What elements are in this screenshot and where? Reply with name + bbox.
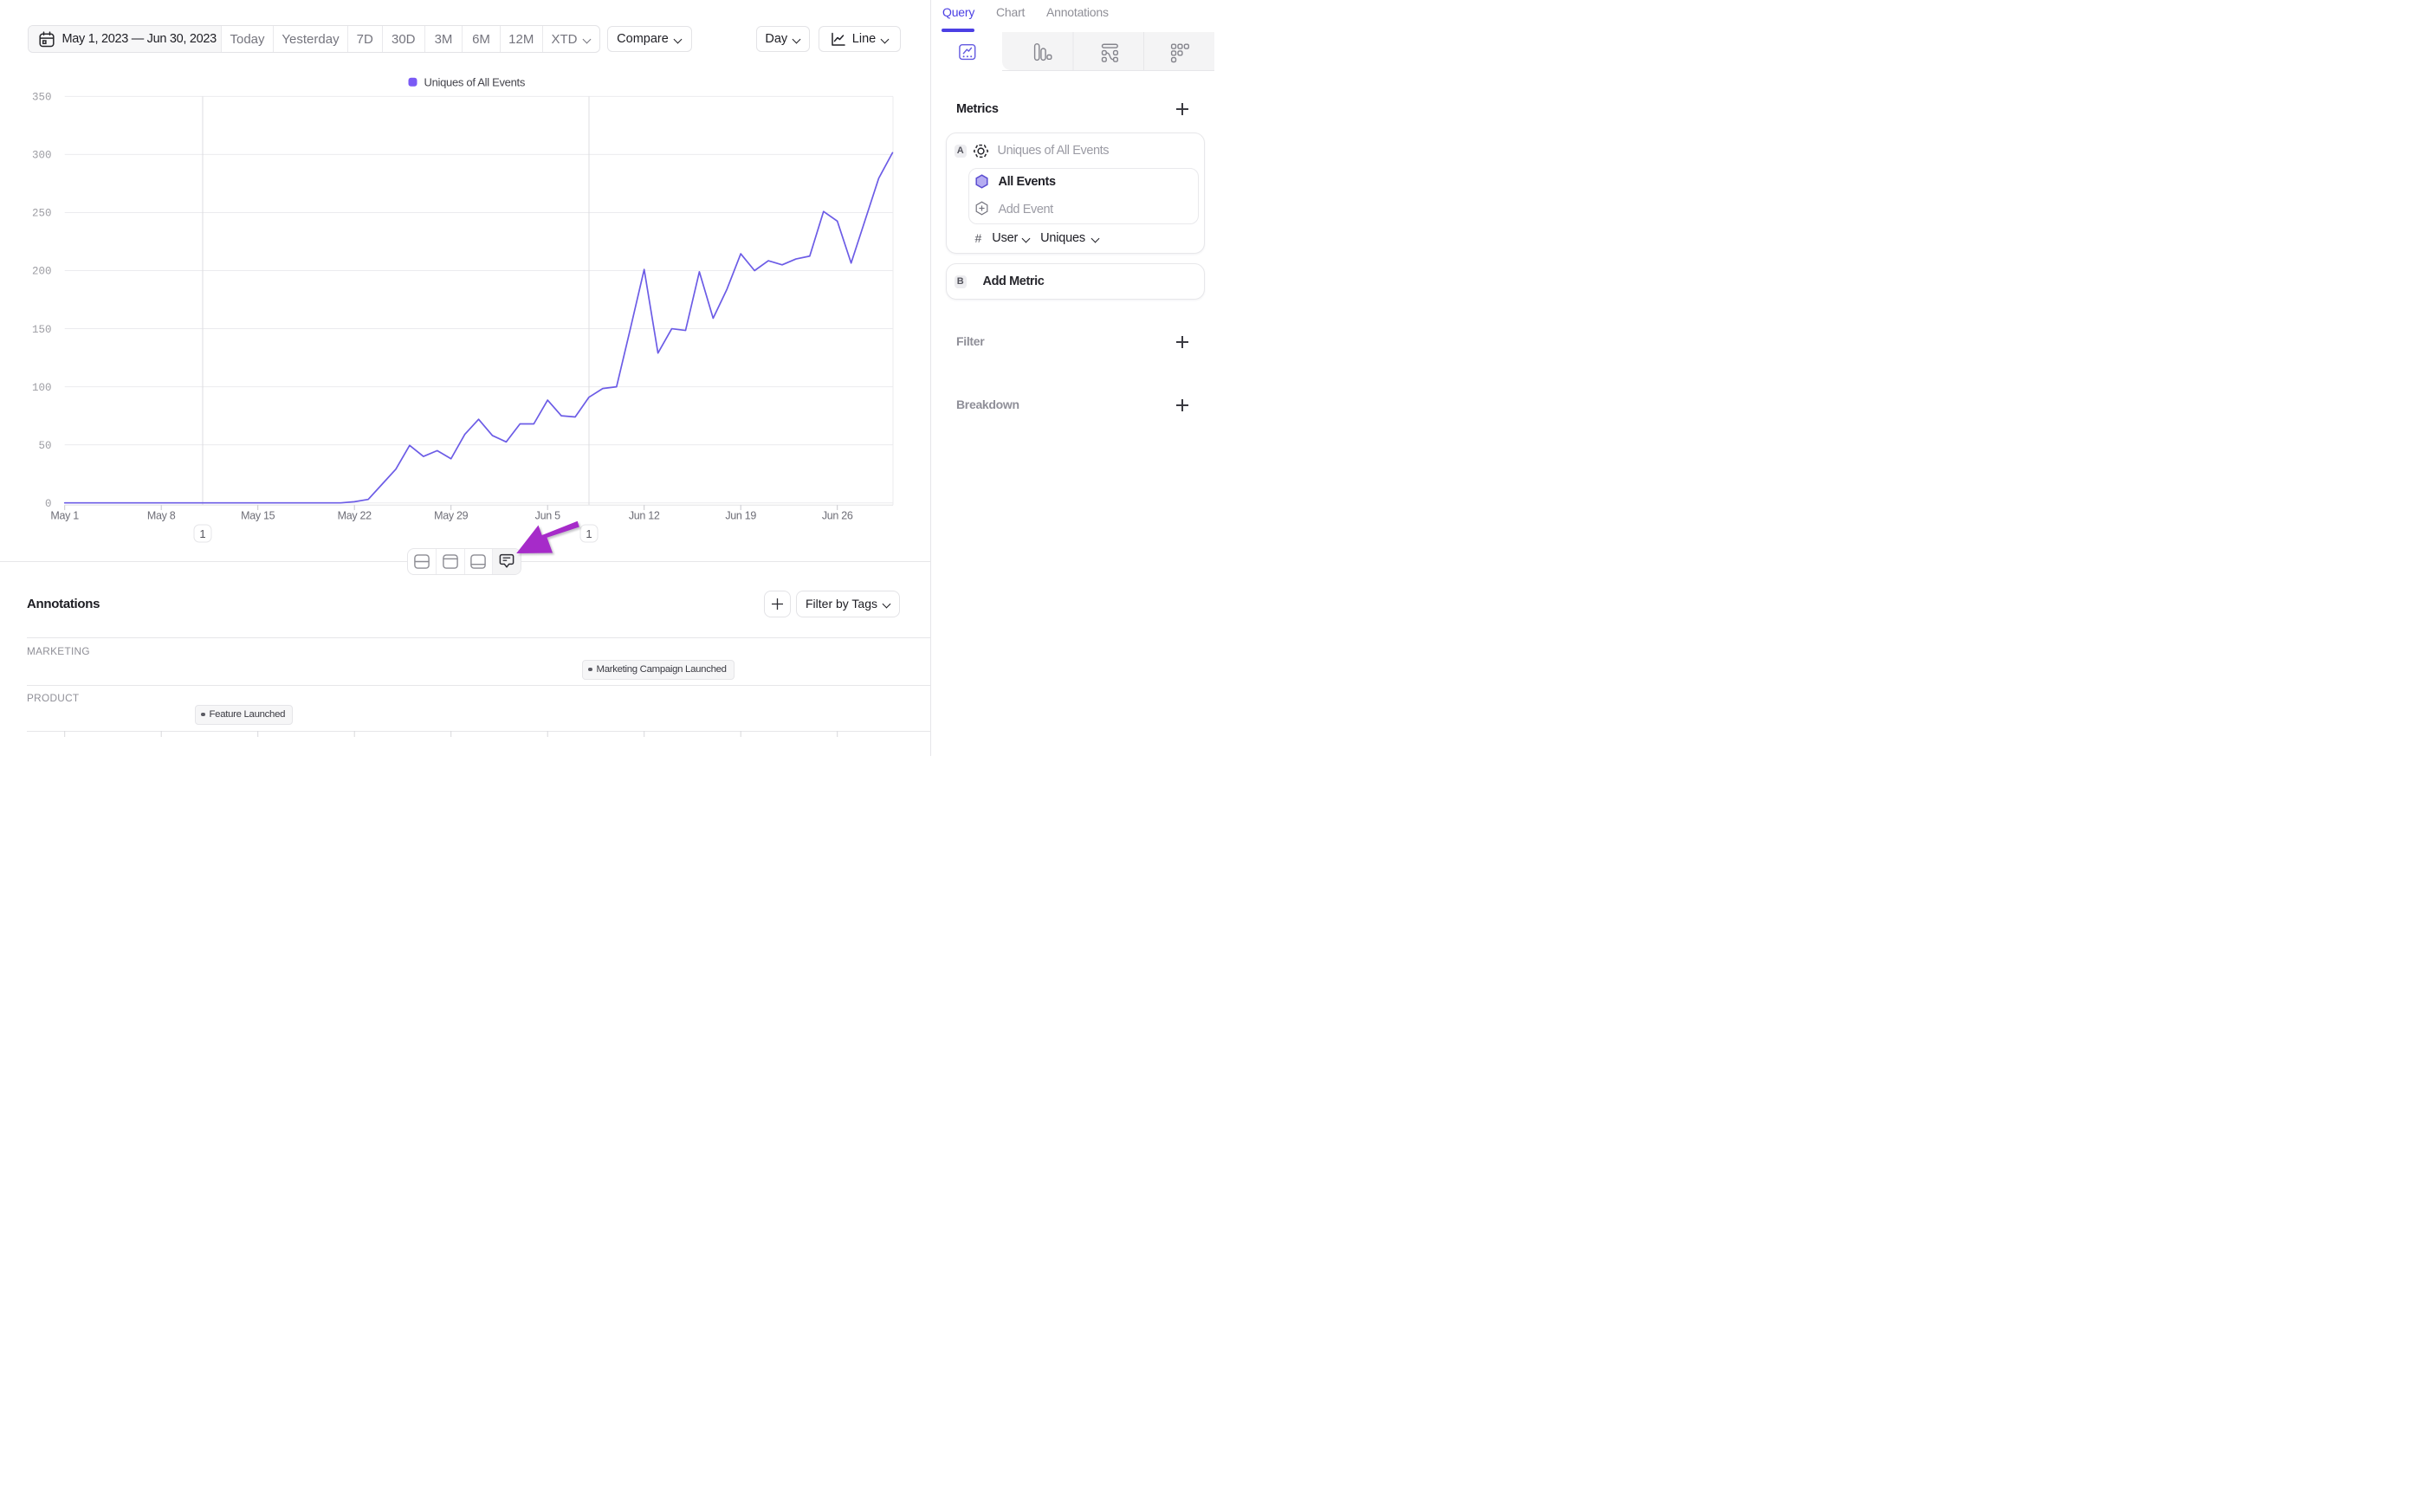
svg-text:150: 150 [32,324,52,336]
svg-text:Jun 26: Jun 26 [822,510,853,522]
svg-text:0: 0 [45,498,52,510]
svg-text:May 22: May 22 [338,510,372,522]
svg-text:May 15: May 15 [241,510,275,522]
svg-text:100: 100 [32,382,52,394]
svg-text:250: 250 [32,208,52,220]
svg-text:1: 1 [586,527,592,540]
svg-text:50: 50 [38,440,51,452]
svg-text:350: 350 [32,92,52,104]
svg-text:May 1: May 1 [50,510,79,522]
svg-text:1: 1 [199,527,205,540]
svg-text:Jun 12: Jun 12 [629,510,660,522]
svg-text:May 8: May 8 [147,510,176,522]
svg-text:300: 300 [32,150,52,162]
svg-text:May 29: May 29 [434,510,469,522]
svg-text:Uniques of All Events: Uniques of All Events [424,76,526,89]
svg-text:200: 200 [32,266,52,278]
svg-text:Jun 19: Jun 19 [725,510,756,522]
svg-text:Jun 5: Jun 5 [535,510,560,522]
